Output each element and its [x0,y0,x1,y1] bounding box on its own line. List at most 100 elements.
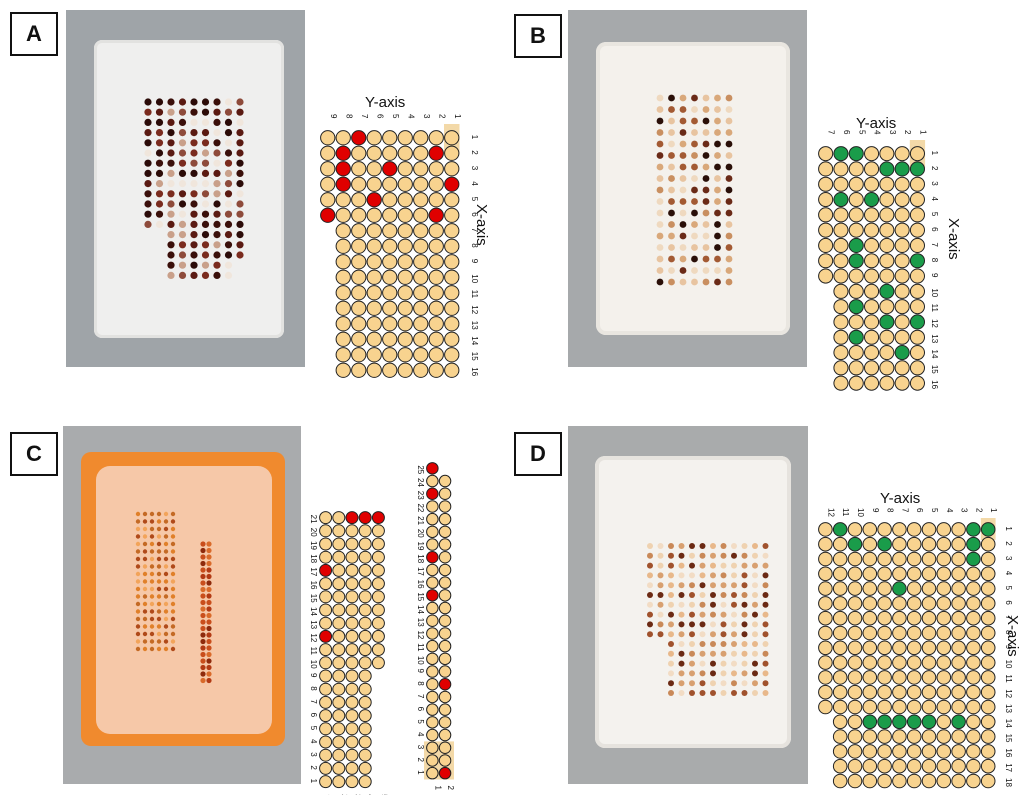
spot [213,210,221,218]
well [382,285,398,301]
spot [699,582,706,589]
well [818,522,833,537]
well [413,145,429,161]
well [332,643,346,657]
well [428,254,444,270]
spot [144,200,152,208]
well [892,566,907,582]
well [319,577,333,591]
axis-tick-label: 6 [1004,600,1013,605]
well [864,253,880,269]
spot-array-d [647,543,769,696]
well [335,254,351,270]
well [371,616,385,630]
spot [725,152,733,159]
spot [144,98,152,106]
well [382,316,398,332]
spot [689,641,695,647]
spot [702,209,710,217]
spot [699,601,706,608]
well [345,643,359,657]
well [936,566,952,582]
well [345,722,359,736]
spot [201,210,210,218]
spot [752,621,758,628]
spot [178,98,187,106]
well [397,223,413,239]
spot [691,267,698,274]
axis-tick-label: 18 [416,554,425,563]
spot [725,129,733,136]
spot [668,244,675,251]
well [862,522,878,537]
spot [236,210,244,218]
spot [657,562,664,569]
spot [178,169,187,177]
spot [691,209,698,217]
well [892,640,907,656]
spot [720,641,727,647]
well [966,581,981,596]
well [864,237,880,253]
well [877,596,892,611]
axis-tick-label: 2 [1004,541,1013,546]
axis-tick-label: 7 [827,130,836,135]
spot [200,632,206,638]
well [444,192,460,208]
spot [135,541,141,547]
well [319,590,333,604]
spot [679,278,687,286]
spot [647,611,653,618]
spot [668,186,675,194]
well [966,758,981,774]
well [906,536,922,552]
spot [149,511,155,517]
well [366,331,382,347]
well [980,773,996,789]
spot [190,98,198,106]
spot [731,552,737,559]
well [862,536,878,552]
spot [689,670,695,677]
spot [236,149,244,157]
spot [167,251,175,259]
well [832,566,848,582]
axis-tick-label: 25 [416,465,425,474]
spot [201,118,210,126]
well [818,146,834,162]
marked-well [833,192,849,208]
marked-well [335,145,351,161]
well [366,316,382,332]
axis-tick-label: 3 [1004,556,1013,561]
spot [702,163,710,171]
well [366,145,382,161]
spot [678,641,685,647]
spot [224,220,233,228]
spot [142,549,148,554]
axis-tick-label: 14 [309,607,318,616]
well [320,130,336,146]
spot [163,639,169,644]
well [832,640,848,656]
well [906,581,922,596]
axis-tick-label: 17 [416,567,425,576]
spot [647,552,653,559]
spot [731,621,737,628]
spot [236,190,244,198]
well [892,536,907,552]
well [862,551,878,567]
axis-tick-label: 10 [856,508,865,517]
well [413,161,429,177]
spot [710,631,716,638]
spot [156,564,162,569]
spot [647,582,653,589]
well [833,253,849,269]
marked-well [980,522,996,537]
spot [725,198,733,205]
marked-well [426,589,439,602]
well [877,684,892,700]
well [319,603,333,617]
well [921,655,937,670]
spot [206,580,212,586]
spot [170,616,176,622]
